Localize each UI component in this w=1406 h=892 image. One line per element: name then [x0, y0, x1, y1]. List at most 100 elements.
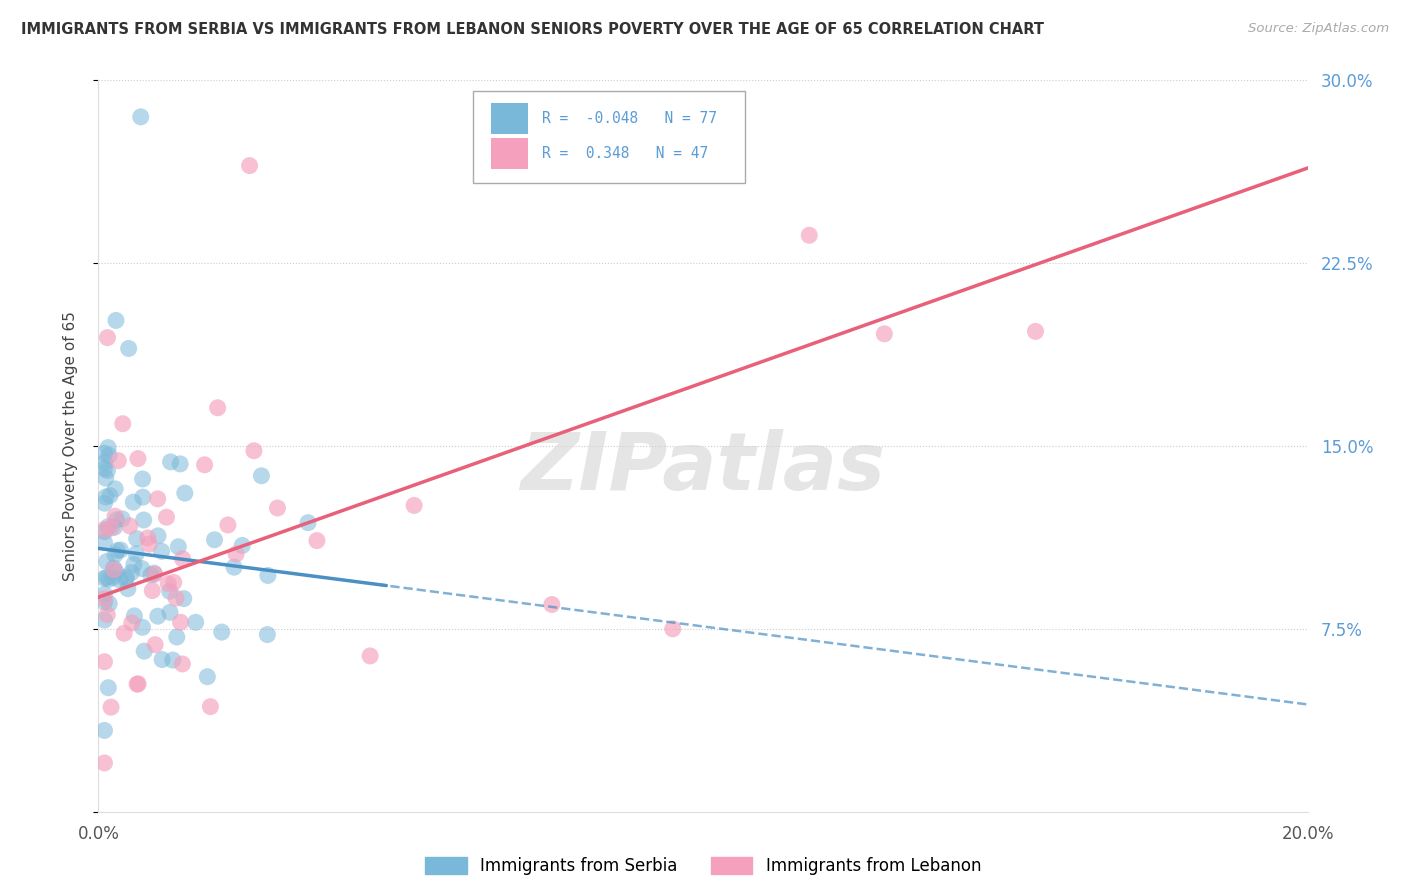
Point: [138, 537, 160, 551]
Point: [256, 627, 278, 641]
Point: [257, 568, 280, 582]
Point: [150, 544, 173, 558]
Point: [98, 597, 121, 611]
Point: [93, 756, 115, 770]
Point: [134, 644, 156, 658]
Point: [204, 533, 226, 547]
Point: [110, 543, 132, 558]
Point: [132, 490, 155, 504]
Point: [93, 723, 115, 738]
Point: [94, 490, 117, 504]
Point: [100, 521, 122, 535]
Point: [211, 625, 233, 640]
Point: [94, 471, 117, 485]
Point: [122, 558, 145, 572]
Point: [239, 159, 262, 173]
Point: [305, 533, 328, 548]
Point: [132, 513, 155, 527]
Point: [103, 561, 125, 575]
Point: [141, 583, 163, 598]
Point: [127, 451, 149, 466]
Point: [96, 555, 118, 569]
Point: [93, 595, 115, 609]
Point: [143, 638, 166, 652]
Point: [1024, 325, 1046, 339]
Point: [195, 670, 218, 684]
Point: [93, 524, 115, 539]
Point: [107, 543, 129, 558]
Point: [150, 652, 173, 666]
Point: [155, 510, 177, 524]
Point: [173, 486, 195, 500]
Point: [124, 608, 146, 623]
Point: [104, 313, 127, 327]
Point: [98, 572, 121, 586]
FancyBboxPatch shape: [492, 103, 527, 134]
Point: [93, 446, 115, 460]
Point: [131, 561, 153, 575]
Point: [93, 613, 115, 627]
Point: [93, 655, 115, 669]
Point: [162, 653, 184, 667]
Text: Source: ZipAtlas.com: Source: ZipAtlas.com: [1249, 22, 1389, 36]
Point: [96, 331, 118, 345]
Point: [96, 463, 118, 477]
Point: [129, 110, 152, 124]
Point: [143, 566, 166, 581]
FancyBboxPatch shape: [474, 91, 745, 183]
Text: R =  0.348   N = 47: R = 0.348 N = 47: [543, 146, 709, 161]
Point: [93, 535, 115, 549]
Point: [118, 342, 141, 356]
Point: [243, 443, 266, 458]
Point: [98, 489, 121, 503]
Point: [163, 575, 186, 590]
Point: [143, 567, 166, 582]
Point: [127, 677, 149, 691]
Point: [159, 606, 181, 620]
Point: [359, 648, 381, 663]
Point: [194, 458, 217, 472]
Point: [97, 681, 120, 695]
Point: [114, 572, 136, 586]
Point: [166, 630, 188, 644]
Point: [131, 620, 153, 634]
Point: [117, 582, 139, 596]
Point: [231, 539, 253, 553]
Point: [111, 417, 134, 431]
Point: [121, 566, 143, 580]
Point: [207, 401, 229, 415]
Point: [540, 598, 562, 612]
Point: [93, 461, 115, 475]
Point: [172, 657, 194, 671]
Point: [159, 584, 181, 599]
Point: [115, 570, 138, 584]
Point: [93, 523, 115, 537]
Point: [93, 571, 115, 585]
Point: [93, 496, 115, 510]
Point: [136, 531, 159, 545]
Point: [125, 677, 148, 691]
Point: [125, 547, 148, 561]
Point: [105, 513, 128, 527]
Point: [97, 519, 120, 533]
Point: [217, 518, 239, 533]
Point: [96, 607, 118, 622]
Legend: Immigrants from Serbia, Immigrants from Lebanon: Immigrants from Serbia, Immigrants from …: [418, 850, 988, 882]
Point: [225, 547, 247, 561]
Point: [101, 570, 124, 584]
Point: [661, 622, 683, 636]
Point: [146, 529, 169, 543]
Point: [93, 455, 115, 469]
Y-axis label: Seniors Poverty Over the Age of 65: Seniors Poverty Over the Age of 65: [63, 311, 77, 581]
Point: [157, 576, 180, 591]
Point: [104, 548, 127, 562]
Point: [146, 609, 169, 624]
Point: [112, 626, 135, 640]
Point: [159, 455, 181, 469]
Point: [173, 591, 195, 606]
Point: [184, 615, 207, 630]
Point: [146, 491, 169, 506]
Point: [200, 699, 222, 714]
FancyBboxPatch shape: [492, 138, 527, 169]
Text: IMMIGRANTS FROM SERBIA VS IMMIGRANTS FROM LEBANON SENIORS POVERTY OVER THE AGE O: IMMIGRANTS FROM SERBIA VS IMMIGRANTS FRO…: [21, 22, 1045, 37]
